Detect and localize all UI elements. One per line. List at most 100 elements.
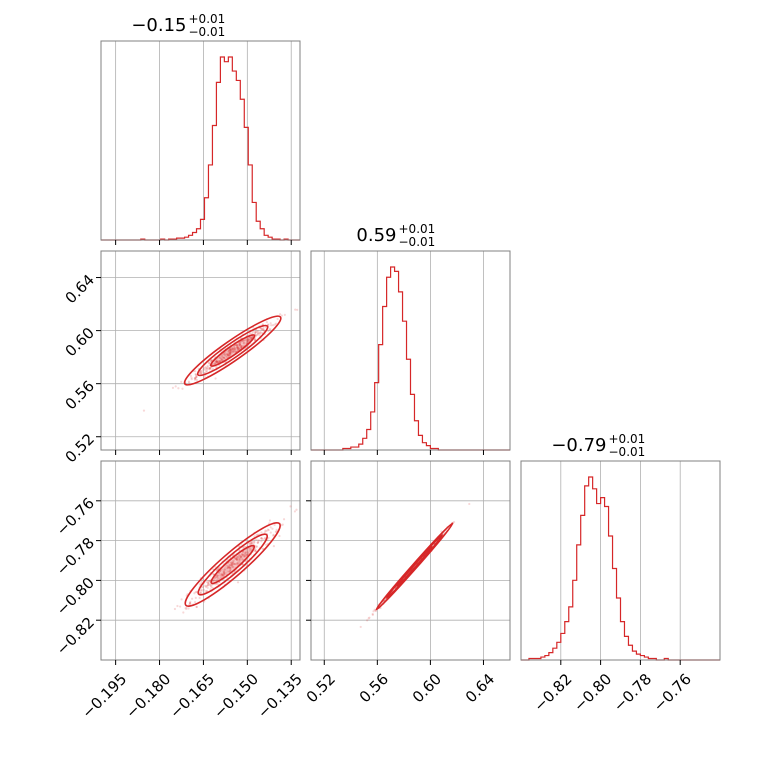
sample-point xyxy=(256,332,260,335)
sample-point xyxy=(201,585,205,589)
sample-point xyxy=(205,584,208,588)
sample-point xyxy=(179,605,182,608)
sample-point xyxy=(200,370,203,373)
sample-point xyxy=(222,353,225,356)
sample-point xyxy=(199,369,202,373)
sample-point xyxy=(227,570,230,573)
sample-point xyxy=(228,351,231,355)
histogram-p1 xyxy=(101,56,300,241)
sample-point xyxy=(200,588,203,591)
sample-point xyxy=(206,365,209,369)
sample-point xyxy=(240,345,243,348)
sample-point xyxy=(243,552,247,555)
sample-point xyxy=(190,376,193,379)
x-tick-label: −0.150 xyxy=(210,670,262,722)
sample-point xyxy=(252,542,255,545)
sample-point xyxy=(235,555,238,558)
sample-point xyxy=(245,338,248,341)
sample-point xyxy=(235,558,239,561)
sample-point xyxy=(240,346,243,349)
sample-point xyxy=(228,352,231,355)
sample-point xyxy=(247,338,250,341)
sample-point xyxy=(229,568,232,571)
sample-point xyxy=(220,357,223,360)
y-tick-label: −0.80 xyxy=(53,574,98,619)
sample-point xyxy=(206,364,209,367)
sample-point xyxy=(237,346,240,350)
sample-point xyxy=(272,533,275,536)
sample-point xyxy=(274,530,277,534)
sample-point xyxy=(235,562,239,565)
sample-point xyxy=(189,602,192,605)
sample-point xyxy=(234,563,238,566)
sample-point xyxy=(271,527,274,530)
sample-point xyxy=(176,604,179,608)
ticks-layer: 0.52 0.56 0.60 0.64 −0.195−0.180−0.165−0.150… xyxy=(53,240,695,722)
sample-point xyxy=(261,328,264,331)
sample-point xyxy=(260,531,263,534)
sample-point xyxy=(227,566,230,569)
sample-point xyxy=(223,356,226,359)
sample-point xyxy=(189,600,192,603)
sample-point xyxy=(260,537,263,540)
sample-point xyxy=(215,360,218,363)
sample-point xyxy=(269,328,272,331)
sample-point xyxy=(226,352,229,355)
sample-point xyxy=(205,367,208,370)
sample-point xyxy=(293,510,297,513)
sample-point xyxy=(193,600,197,604)
sample-point xyxy=(295,508,298,511)
sample-point xyxy=(204,368,207,371)
sample-point xyxy=(229,350,232,353)
sample-point xyxy=(278,534,281,538)
sample-point xyxy=(224,569,227,572)
sample-point xyxy=(229,348,233,351)
sample-point xyxy=(269,322,272,325)
sample-point xyxy=(215,360,218,363)
sample-point xyxy=(260,537,263,540)
sample-point xyxy=(241,553,244,556)
sample-point xyxy=(253,540,256,543)
sample-point xyxy=(239,346,243,349)
sample-point xyxy=(273,323,276,326)
sample-point xyxy=(239,344,242,347)
sample-point xyxy=(182,611,185,614)
sample-point xyxy=(280,314,283,317)
sample-point xyxy=(235,343,239,347)
x-tick-label: 0.60 xyxy=(409,670,445,706)
sample-point xyxy=(241,553,244,557)
sample-point xyxy=(177,387,180,390)
sample-point xyxy=(228,352,232,355)
sample-point xyxy=(246,339,249,343)
sample-point xyxy=(194,596,197,599)
sample-point xyxy=(215,360,218,363)
sample-point xyxy=(223,352,226,356)
grid-layer xyxy=(101,41,681,660)
sample-point xyxy=(242,555,246,558)
sample-point xyxy=(221,573,224,576)
sample-point xyxy=(221,358,225,361)
sample-point xyxy=(273,523,276,527)
sample-point xyxy=(195,378,199,382)
sample-point xyxy=(238,343,241,346)
frames-layer xyxy=(100,40,721,661)
sample-point xyxy=(205,367,208,370)
sample-point xyxy=(237,556,240,559)
sample-point xyxy=(232,565,235,569)
sample-point xyxy=(207,367,210,370)
sample-point xyxy=(206,584,209,587)
sample-point xyxy=(214,362,217,365)
sample-point xyxy=(255,333,258,337)
sample-point xyxy=(235,346,239,349)
x-tick-label: −0.80 xyxy=(570,670,615,715)
x-tick-label: −0.76 xyxy=(650,670,695,715)
sample-point xyxy=(225,567,229,570)
marks-layer xyxy=(101,56,720,661)
sample-point xyxy=(250,543,253,546)
sample-point xyxy=(235,558,239,561)
sample-point xyxy=(227,354,230,357)
sample-point xyxy=(240,340,243,343)
sample-point xyxy=(233,348,236,351)
sample-point xyxy=(223,571,226,574)
sample-point xyxy=(258,334,261,337)
